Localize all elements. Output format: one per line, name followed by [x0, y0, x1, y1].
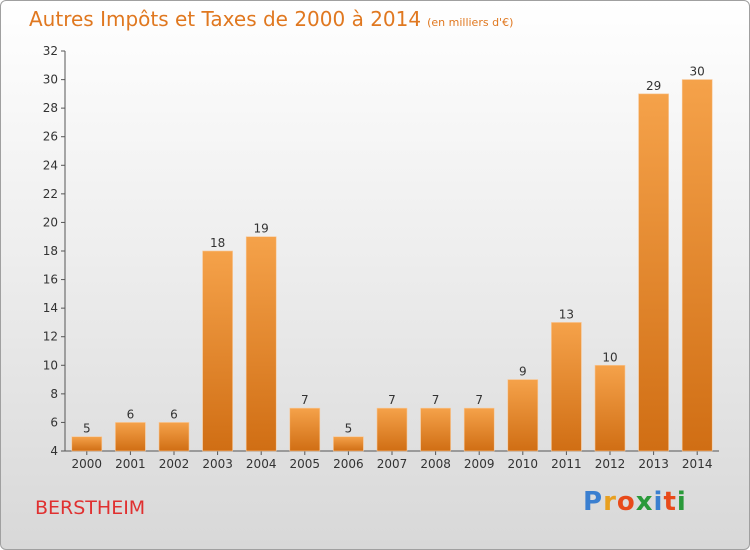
bar-2005 — [289, 407, 321, 452]
y-tick-label: 16 — [43, 273, 58, 287]
y-tick-label: 4 — [50, 444, 58, 458]
commune-name: BERSTHEIM — [35, 497, 146, 519]
x-tick-label-2001: 2001 — [115, 457, 146, 471]
bar-2010 — [507, 379, 539, 452]
y-tick-label: 6 — [50, 415, 58, 429]
x-tick-label-2008: 2008 — [420, 457, 451, 471]
logo-letter: x — [635, 487, 654, 517]
bar-2007 — [376, 407, 408, 452]
logo-letter: o — [616, 487, 636, 517]
y-tick-label: 26 — [43, 130, 58, 144]
bar-2013 — [638, 93, 669, 452]
value-label-2012: 10 — [602, 350, 617, 364]
x-tick-label-2011: 2011 — [551, 457, 582, 471]
x-tick-label-2003: 2003 — [202, 457, 233, 471]
y-tick-label: 10 — [43, 358, 58, 372]
x-tick-label-2004: 2004 — [246, 457, 277, 471]
x-tick-label-2006: 2006 — [333, 457, 364, 471]
logo-letter: t — [663, 487, 677, 517]
x-tick-label-2009: 2009 — [464, 457, 495, 471]
value-label-2004: 19 — [254, 222, 269, 236]
y-tick-label: 24 — [43, 158, 58, 172]
x-tick-label-2014: 2014 — [682, 457, 713, 471]
bar-2000 — [71, 436, 103, 452]
x-tick-label-2010: 2010 — [508, 457, 539, 471]
x-tick-label-2005: 2005 — [290, 457, 321, 471]
logo-letter: r — [603, 487, 617, 517]
y-tick-label: 20 — [43, 215, 58, 229]
value-label-2013: 29 — [646, 79, 661, 93]
logo-letter: i — [653, 487, 664, 517]
bar-2012 — [594, 364, 626, 452]
bar-2008 — [420, 407, 451, 452]
bar-2009 — [463, 407, 495, 452]
y-tick-label: 8 — [50, 387, 58, 401]
bar-2006 — [333, 436, 364, 452]
value-label-2008: 7 — [432, 393, 440, 407]
chart-title-text: Autres Impôts et Taxes de 2000 à 2014 — [29, 7, 422, 31]
bar-2002 — [158, 422, 190, 452]
logo-letter: i — [676, 487, 687, 517]
bar-2014 — [681, 79, 713, 452]
bar-2001 — [115, 422, 146, 452]
value-label-2003: 18 — [210, 236, 225, 250]
value-label-2001: 6 — [127, 407, 135, 421]
value-label-2000: 5 — [83, 422, 91, 436]
y-tick-label: 18 — [43, 244, 58, 258]
x-tick-label-2013: 2013 — [638, 457, 669, 471]
value-label-2005: 7 — [301, 393, 309, 407]
value-label-2014: 30 — [690, 65, 705, 79]
y-tick-label: 14 — [43, 301, 58, 315]
value-label-2007: 7 — [388, 393, 396, 407]
chart-subtitle: (en milliers d'€) — [427, 16, 514, 29]
chart-axes: 4 6 8 10 12 14 16 18 20 22 24 26 28 30 32 2000 2001 2002 2… — [43, 44, 719, 471]
value-label-2006: 5 — [345, 422, 353, 436]
bar-2011 — [551, 322, 582, 452]
y-tick-label: 12 — [43, 330, 58, 344]
value-label-2010: 9 — [519, 365, 527, 379]
y-tick-label: 30 — [43, 73, 58, 87]
value-label-2009: 7 — [475, 393, 483, 407]
value-label-2011: 13 — [559, 307, 574, 321]
y-tick-label: 22 — [43, 187, 58, 201]
x-tick-label-2000: 2000 — [72, 457, 103, 471]
chart-value-labels: 5 6 6 18 19 7 5 7 7 7 9 13 10 29 30 — [83, 65, 705, 436]
chart-title: Autres Impôts et Taxes de 2000 à 2014 (en… — [29, 7, 513, 31]
value-label-2002: 6 — [170, 407, 178, 421]
x-tick-label-2002: 2002 — [159, 457, 190, 471]
x-tick-label-2007: 2007 — [377, 457, 408, 471]
chart-bars — [71, 79, 713, 452]
proxiti-logo: Proxiti — [583, 487, 687, 517]
x-tick-label-2012: 2012 — [595, 457, 626, 471]
logo-letter: P — [583, 487, 604, 517]
y-tick-label: 32 — [43, 44, 58, 58]
y-tick-label: 28 — [43, 101, 58, 115]
bar-2004 — [245, 236, 277, 452]
bar-2003 — [202, 250, 233, 452]
